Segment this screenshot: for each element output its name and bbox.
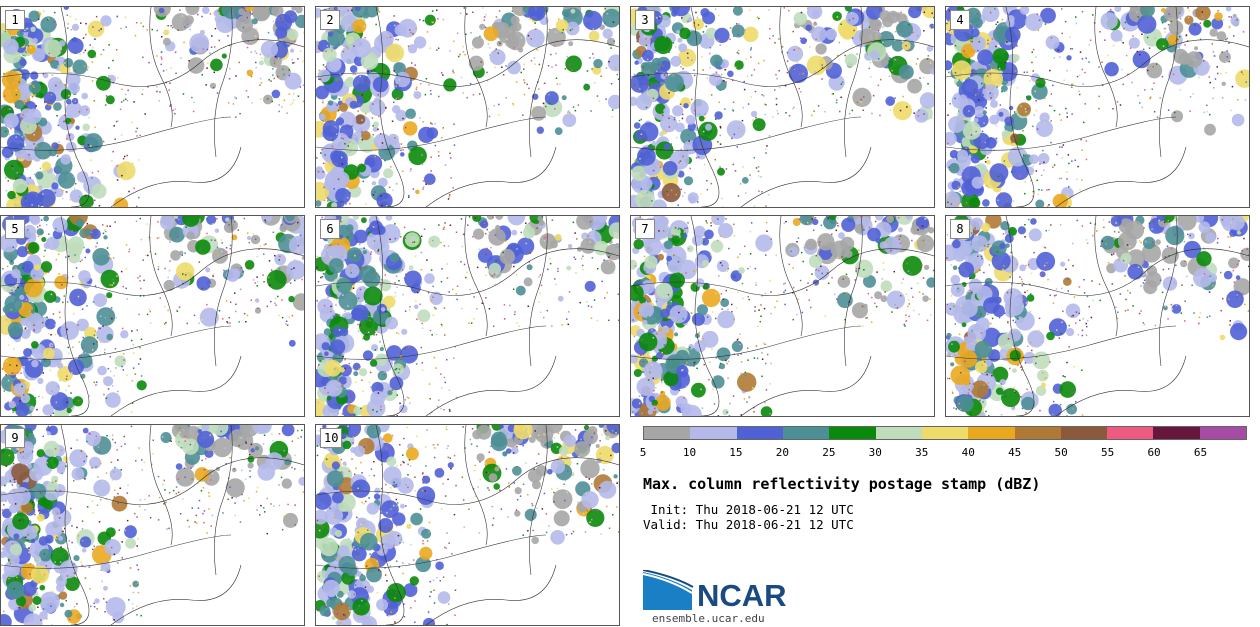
colorbar-tick-label: 35 [915,446,929,459]
colorbar-segment [736,427,783,439]
member-label: 9 [5,428,25,448]
colorbar-segment [1014,427,1061,439]
member-panel: 2 [315,6,620,208]
ncar-logo-icon [643,570,694,610]
member-label: 4 [950,10,970,30]
site-url: ensemble.ucar.edu [652,612,765,625]
colorbar-segment [921,427,969,439]
colorbar-segment [644,427,691,439]
colorbar-tick-label: 55 [1100,446,1115,459]
colorbar-segment [782,427,830,439]
colorbar-tick-label: 15 [729,446,743,459]
reflectivity-map [946,216,1249,416]
member-label: 8 [950,219,970,239]
member-panel: 7 [630,215,935,417]
figure-title: Max. column reflectivity postage stamp (… [643,475,1041,493]
reflectivity-map [1,7,304,207]
colorbar-segment [1060,427,1108,439]
member-label: 6 [320,219,340,239]
reflectivity-map [1,216,304,416]
colorbar-ticks: 5 10 15 20 25 30 35 40 45 50 55 60 65 [639,446,1247,460]
reflectivity-map [946,7,1249,207]
reflectivity-map [1,425,304,625]
colorbar-segment [875,427,922,439]
colorbar-segment [1199,427,1247,439]
reflectivity-map [631,216,934,416]
reflectivity-colorbar [643,426,1247,440]
member-panel: 1 [0,6,305,208]
colorbar-tick-label: 5 [639,446,647,459]
member-label: 10 [320,428,343,448]
colorbar-segment [690,427,737,439]
member-panel: 10 [315,424,620,626]
reflectivity-map [316,216,619,416]
colorbar-tick-label: 40 [961,446,975,459]
colorbar-segment [968,427,1015,439]
member-panel: 3 [630,6,935,208]
member-label: 5 [5,219,25,239]
colorbar-segment [1153,427,1200,439]
reflectivity-map [316,7,619,207]
colorbar-tick-label: 30 [868,446,882,459]
init-time: Init: Thu 2018-06-21 12 UTC [643,502,854,517]
member-label: 7 [635,219,655,239]
valid-time: Valid: Thu 2018-06-21 12 UTC [643,517,854,532]
member-label: 1 [5,10,25,30]
colorbar-tick-label: 60 [1147,446,1161,459]
member-panel: 4 [945,6,1250,208]
colorbar-tick-label: 65 [1193,446,1208,459]
member-panel: 9 [0,424,305,626]
member-panel: 6 [315,215,620,417]
member-panel: 5 [0,215,305,417]
colorbar-segment [829,427,876,439]
colorbar-tick-label: 10 [682,446,697,459]
colorbar-tick-label: 50 [1054,446,1068,459]
member-panel: 8 [945,215,1250,417]
colorbar-tick-label: 45 [1008,446,1022,459]
ncar-logo-text: NCAR [697,578,787,613]
colorbar-segment [1107,427,1154,439]
reflectivity-map [316,425,619,625]
colorbar-tick-label: 20 [775,446,789,459]
member-label: 2 [320,10,340,30]
member-label: 3 [635,10,655,30]
reflectivity-map [631,7,934,207]
colorbar-tick-label: 25 [822,446,836,459]
